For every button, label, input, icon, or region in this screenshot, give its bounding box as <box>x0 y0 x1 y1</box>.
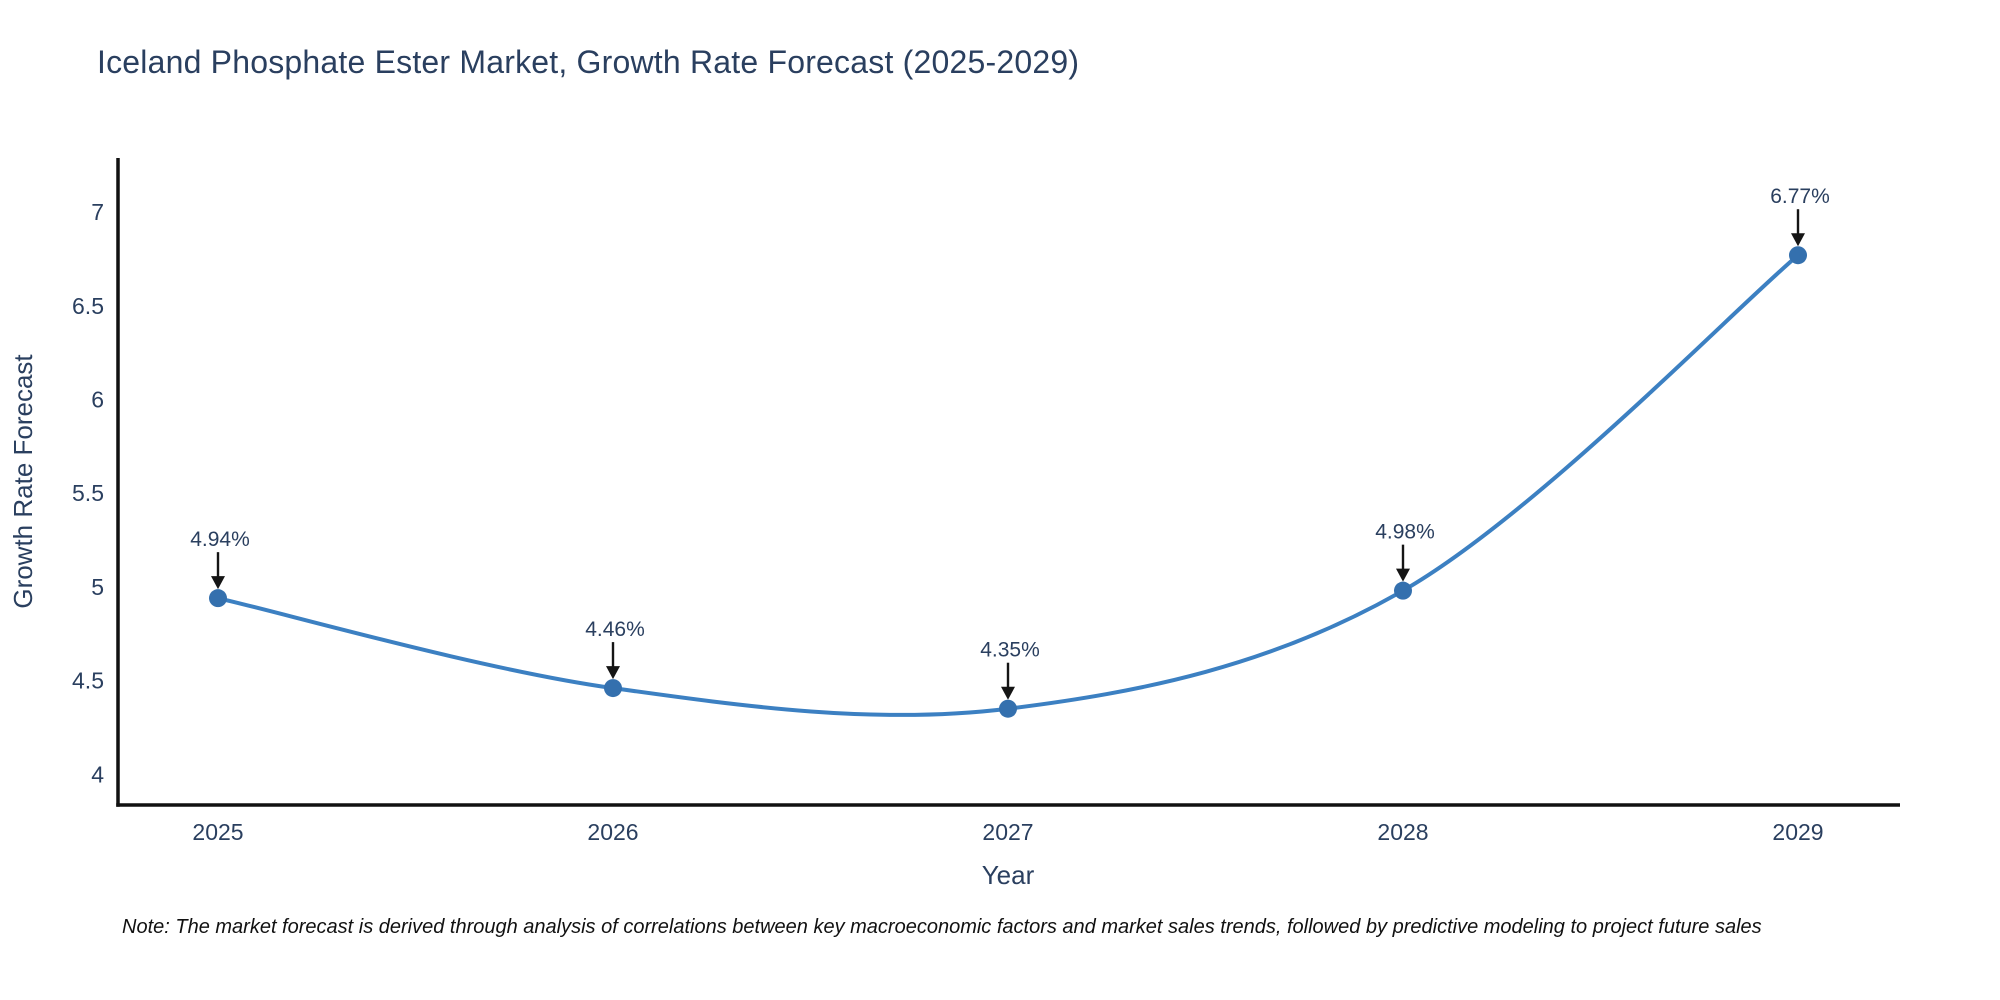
annotation-arrowhead-icon <box>1396 568 1410 582</box>
annotation-label: 4.46% <box>585 618 645 641</box>
y-tick-label: 5.5 <box>72 480 104 506</box>
x-axis-title: Year <box>982 860 1035 890</box>
x-tick-label: 2026 <box>587 819 638 845</box>
x-tick-label: 2027 <box>982 819 1033 845</box>
y-tick-label: 7 <box>91 199 104 225</box>
chart-title: Iceland Phosphate Ester Market, Growth R… <box>97 44 1080 80</box>
annotation-arrowhead-icon <box>1001 686 1015 700</box>
trend-line <box>216 253 1800 717</box>
y-tick-label: 4 <box>91 761 104 787</box>
data-point-marker[interactable] <box>209 589 227 608</box>
annotation-arrowhead-icon <box>606 666 620 680</box>
data-point-marker[interactable] <box>1789 246 1807 265</box>
y-tick-label: 5 <box>91 574 104 600</box>
annotation-label: 4.98% <box>1375 521 1435 544</box>
x-tick-label: 2029 <box>1772 819 1823 845</box>
data-point-marker[interactable] <box>1394 581 1412 600</box>
footnote: Note: The market forecast is derived thr… <box>122 916 1762 938</box>
annotation-label: 4.35% <box>980 639 1040 662</box>
annotation-label: 4.94% <box>190 528 250 551</box>
y-tick-label: 4.5 <box>72 668 104 694</box>
x-tick-label: 2028 <box>1377 819 1428 845</box>
y-tick-label: 6 <box>91 387 104 413</box>
annotation-arrowhead-icon <box>211 576 225 590</box>
x-tick-label: 2025 <box>192 819 243 845</box>
annotation-arrowhead-icon <box>1791 233 1805 247</box>
y-tick-label: 6.5 <box>72 293 104 319</box>
annotation-label: 6.77% <box>1770 185 1830 208</box>
data-point-marker[interactable] <box>999 699 1017 718</box>
data-point-marker[interactable] <box>604 679 622 698</box>
y-axis-title: Growth Rate Forecast <box>8 354 38 609</box>
